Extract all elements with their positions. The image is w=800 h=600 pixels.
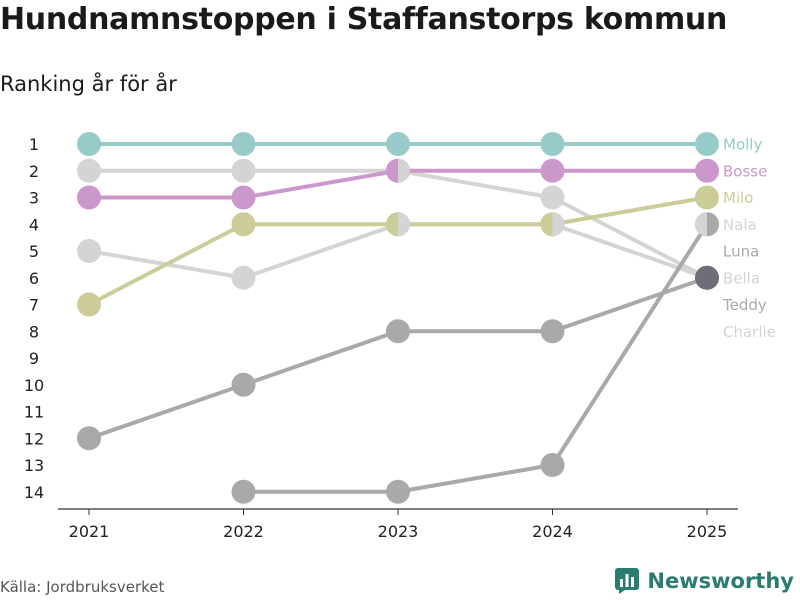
overlap-point-half — [386, 158, 398, 183]
data-point-molly — [386, 132, 410, 156]
data-point-charlie — [540, 319, 565, 344]
data-point-bosse — [540, 158, 565, 183]
series-lines — [87, 142, 709, 494]
overlap-point-half — [398, 158, 410, 183]
source-note: Källa: Jordbruksverket — [0, 578, 165, 596]
x-tick-label: 2023 — [378, 522, 419, 541]
data-point-molly — [540, 132, 565, 156]
x-tick-label: 2022 — [223, 522, 264, 541]
data-point-charlie — [231, 372, 256, 397]
end-label-bella: Bella — [723, 269, 760, 287]
data-point-bosse — [695, 158, 719, 183]
x-tick-label: 2024 — [532, 522, 573, 541]
end-label-bosse: Bosse — [723, 162, 767, 180]
series-line-charlie — [87, 275, 709, 441]
brand-logo: Newsworthy — [615, 568, 794, 594]
overlap-point-half — [540, 212, 553, 237]
data-point-nala — [231, 265, 256, 290]
y-tick-label: 3 — [29, 189, 39, 208]
data-point-molly — [231, 132, 256, 156]
brand-name: Newsworthy — [647, 569, 794, 593]
y-tick-label: 2 — [29, 162, 39, 181]
overlap-point-half — [707, 212, 719, 237]
y-tick-label: 1 — [29, 135, 39, 154]
data-point-milo — [695, 185, 719, 210]
y-tick-label: 11 — [24, 403, 44, 422]
y-tick-label: 4 — [29, 215, 39, 234]
overlap-point-half — [386, 212, 398, 237]
overlap-point-half — [695, 212, 707, 237]
series-points — [77, 132, 719, 504]
end-label-milo: Milo — [723, 189, 753, 207]
data-point-nala — [77, 239, 101, 263]
overlap-point-half — [552, 212, 565, 237]
y-tick-label: 5 — [29, 242, 39, 261]
y-tick-label: 8 — [29, 322, 39, 341]
y-tick-label: 9 — [29, 349, 39, 368]
x-tick-label: 2021 — [69, 522, 110, 541]
data-point-bosse — [231, 185, 256, 210]
data-point-bella — [540, 185, 565, 210]
series-line-luna — [241, 222, 709, 494]
y-tick-label: 10 — [24, 376, 44, 395]
y-tick-label: 13 — [24, 456, 44, 475]
y-tick-label: 12 — [24, 429, 44, 448]
data-point-molly — [695, 132, 719, 156]
data-point-luna — [231, 479, 256, 504]
data-point-bella — [231, 158, 256, 183]
end-labels: Molly Bosse Milo Nala Luna Bella Teddy Charlie — [722, 136, 776, 341]
data-point-charlie — [77, 426, 101, 451]
data-point-milo — [77, 292, 101, 317]
data-point-luna — [540, 453, 565, 477]
data-point-charlie — [386, 319, 410, 344]
overlap-point-half — [398, 212, 410, 237]
y-tick-label: 6 — [29, 269, 39, 288]
end-label-teddy: Teddy — [722, 296, 767, 314]
y-tick-label: 14 — [24, 483, 44, 502]
data-point-milo — [231, 212, 256, 237]
data-point-molly — [77, 132, 101, 156]
end-label-molly: Molly — [723, 136, 762, 154]
end-label-luna: Luna — [723, 243, 759, 261]
data-point-luna — [386, 479, 410, 504]
data-point-teddy — [695, 265, 719, 290]
bar-chart-icon — [615, 568, 640, 594]
end-label-nala: Nala — [723, 216, 757, 234]
chart-subtitle: Ranking år för år — [0, 72, 177, 96]
data-point-bella — [77, 158, 101, 183]
chart-title: Hundnamnstoppen i Staffanstorps kommun — [0, 2, 728, 37]
data-point-bosse — [77, 185, 101, 210]
y-tick-label: 7 — [29, 296, 39, 315]
end-label-charlie: Charlie — [723, 323, 776, 341]
x-tick-label: 2025 — [687, 522, 728, 541]
